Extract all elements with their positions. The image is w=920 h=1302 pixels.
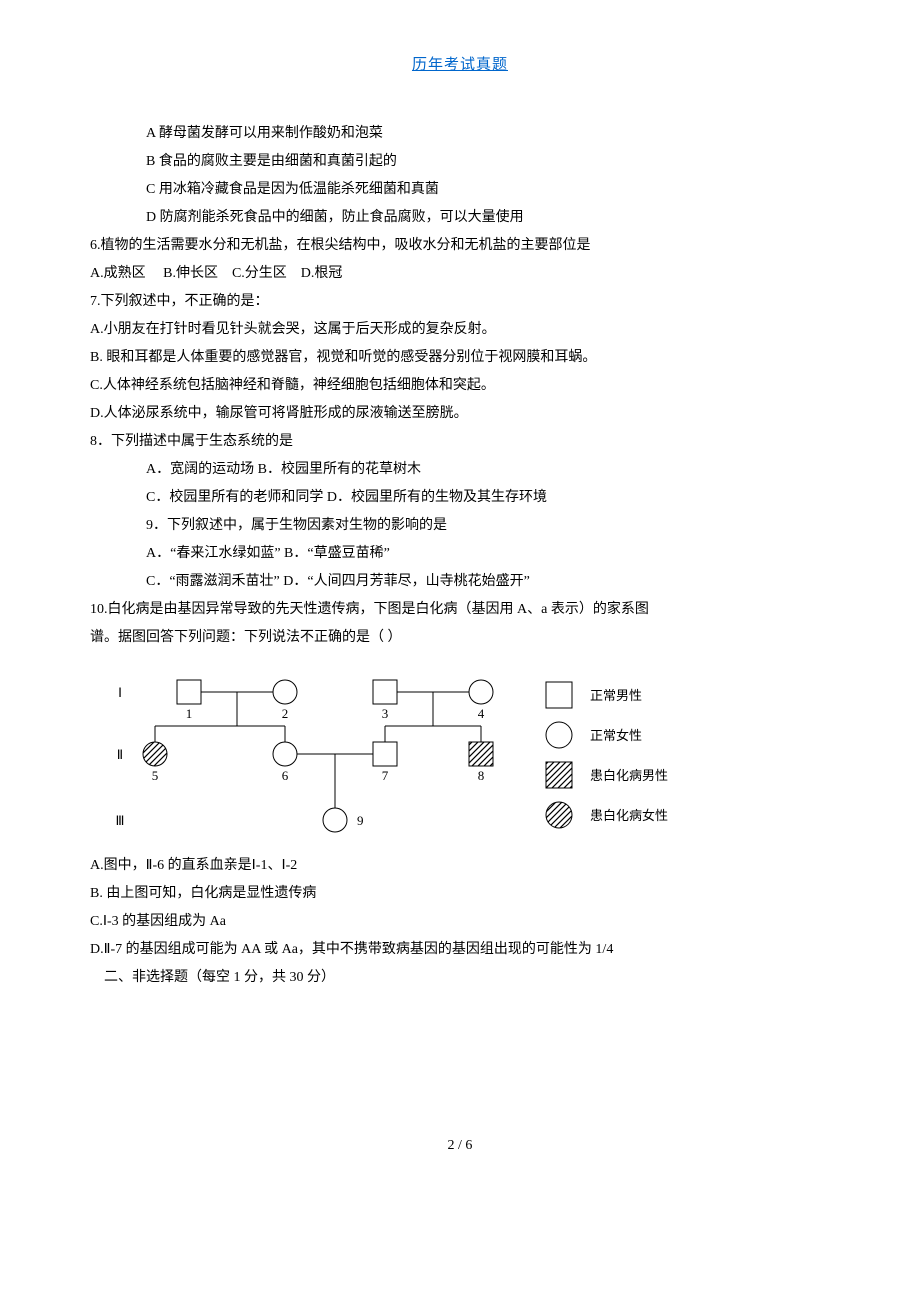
q8-opt-ab: A．宽阔的运动场 B．校园里所有的花草树木 — [90, 456, 830, 484]
section-2-heading: 二、非选择题（每空 1 分，共 30 分） — [90, 964, 830, 992]
svg-text:正常女性: 正常女性 — [590, 728, 642, 743]
svg-text:患白化病男性: 患白化病男性 — [590, 768, 668, 783]
q10-opt-b: B. 由上图可知，白化病是显性遗传病 — [90, 880, 830, 908]
q6-stem: 6.植物的生活需要水分和无机盐，在根尖结构中，吸收水分和无机盐的主要部位是 — [90, 232, 830, 260]
svg-text:患白化病女性: 患白化病女性 — [590, 808, 668, 823]
q5-opt-c: C 用冰箱冷藏食品是因为低温能杀死细菌和真菌 — [90, 176, 830, 204]
q7-opt-b: B. 眼和耳都是人体重要的感觉器官，视觉和听觉的感受器分别位于视网膜和耳蜗。 — [90, 344, 830, 372]
svg-text:4: 4 — [478, 706, 485, 721]
page-footer: 2 / 6 — [90, 1132, 830, 1160]
q6-options: A.成熟区 B.伸长区 C.分生区 D.根冠 — [90, 260, 830, 288]
q10-stem-1: 10.白化病是由基因异常导致的先天性遗传病，下图是白化病（基因用 A、a 表示）… — [90, 596, 830, 624]
svg-text:7: 7 — [382, 768, 389, 783]
q9-stem: 9．下列叙述中，属于生物因素对生物的影响的是 — [90, 512, 830, 540]
svg-text:Ⅰ: Ⅰ — [118, 685, 122, 700]
page-title: 历年考试真题 — [90, 50, 830, 80]
q5-opt-d: D 防腐剂能杀死食品中的细菌，防止食品腐败，可以大量使用 — [90, 204, 830, 232]
svg-text:Ⅱ: Ⅱ — [117, 747, 123, 762]
q8-stem: 8．下列描述中属于生态系统的是 — [90, 428, 830, 456]
svg-text:1: 1 — [186, 706, 193, 721]
q10-opt-c: C.Ⅰ-3 的基因组成为 Aa — [90, 908, 830, 936]
svg-text:8: 8 — [478, 768, 485, 783]
q8-opt-cd: C．校园里所有的老师和同学 D．校园里所有的生物及其生存环境 — [90, 484, 830, 512]
q7-opt-c: C.人体神经系统包括脑神经和脊髓，神经细胞包括细胞体和突起。 — [90, 372, 830, 400]
q10-opt-a: A.图中，Ⅱ-6 的直系血亲是Ⅰ-1、Ⅰ-2 — [90, 852, 830, 880]
svg-text:6: 6 — [282, 768, 289, 783]
q5-opt-a: A 酵母菌发酵可以用来制作酸奶和泡菜 — [90, 120, 830, 148]
svg-text:2: 2 — [282, 706, 289, 721]
svg-text:Ⅲ: Ⅲ — [116, 813, 125, 828]
svg-text:5: 5 — [152, 768, 159, 783]
q7-opt-d: D.人体泌尿系统中，输尿管可将肾脏形成的尿液输送至膀胱。 — [90, 400, 830, 428]
q7-opt-a: A.小朋友在打针时看见针头就会哭，这属于后天形成的复杂反射。 — [90, 316, 830, 344]
q7-stem: 7.下列叙述中，不正确的是： — [90, 288, 830, 316]
svg-text:正常男性: 正常男性 — [590, 688, 642, 703]
q10-stem-2: 谱。据图回答下列问题：下列说法不正确的是（ ） — [90, 624, 830, 652]
q9-opt-cd: C．“雨露滋润禾苗壮” D．“人间四月芳菲尽，山寺桃花始盛开” — [90, 568, 830, 596]
svg-text:9: 9 — [357, 813, 364, 828]
pedigree-svg: Ⅰ Ⅱ Ⅲ 1 2 3 4 5 6 7 8 9 正常男性正常女性患白化病男性患白化病女性 — [90, 662, 708, 838]
q10-opt-d: D.Ⅱ-7 的基因组成可能为 AA 或 Aa，其中不携带致病基因的基因组出现的可… — [90, 936, 830, 964]
q9-opt-ab: A．“春来江水绿如蓝” B．“草盛豆苗稀” — [90, 540, 830, 568]
pedigree-diagram: Ⅰ Ⅱ Ⅲ 1 2 3 4 5 6 7 8 9 正常男性正常女性患白化病男性患白化病女性 — [90, 662, 830, 838]
q5-opt-b: B 食品的腐败主要是由细菌和真菌引起的 — [90, 148, 830, 176]
svg-text:3: 3 — [382, 706, 389, 721]
